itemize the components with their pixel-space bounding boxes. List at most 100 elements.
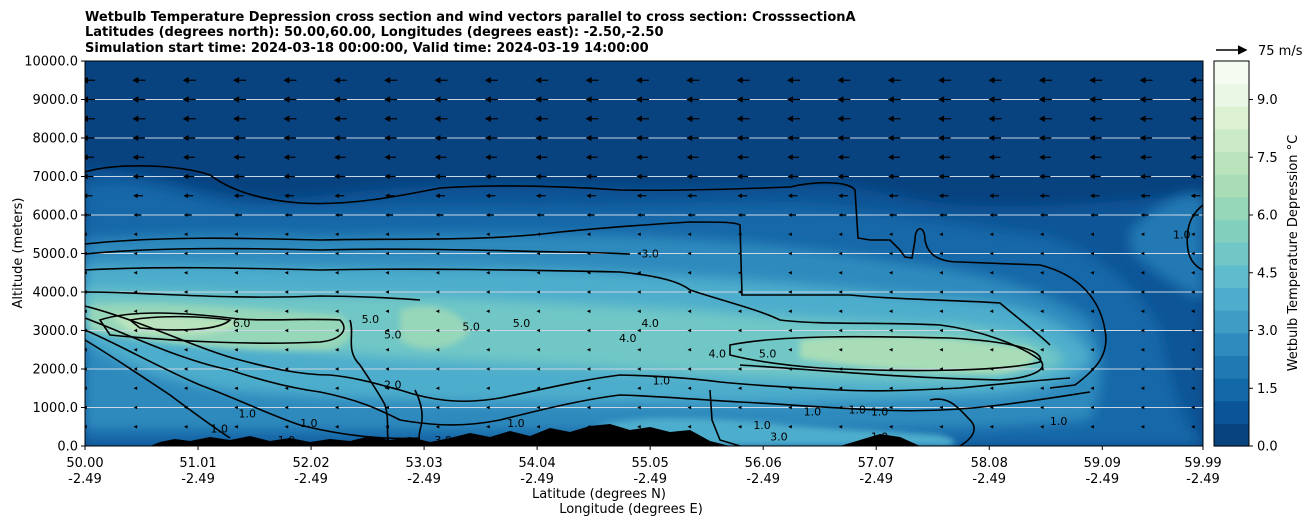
wind-vector [183,347,188,352]
y-tick-label: 2000.0 [33,363,79,378]
wind-vector [335,424,339,429]
wind-vector [838,290,843,294]
wind-vector [435,270,440,275]
wind-vector [687,386,692,391]
wind-vector [586,367,591,371]
wind-vector [586,405,591,410]
wind-vector [384,173,396,180]
fill-band-7 [400,306,470,349]
wind-vector [888,405,893,410]
colorbar-segment [1214,219,1249,243]
wind-vector [333,96,347,103]
wind-vector [837,154,850,161]
wind-vector [1038,96,1052,103]
wind-vector [183,251,188,256]
wind-vector [788,386,792,391]
colorbar-segment [1214,196,1249,221]
wind-vector [1191,347,1195,352]
x-axis-ticks: 50.00-2.4951.01-2.4952.02-2.4953.03-2.49… [66,446,1222,487]
wind-vector [1140,232,1145,237]
wind-vector [939,386,943,391]
wind-vector [1089,154,1102,161]
contour-5-right [729,335,1042,372]
colorbar-segment [1214,400,1249,424]
wind-vector [636,154,648,161]
wind-vector [938,154,951,161]
wind-vector [385,405,389,410]
wind-vector [182,115,196,122]
wind-vector [485,173,497,180]
wind-vector [838,251,843,256]
wind-vector [132,173,144,180]
wind-vector [536,328,541,333]
contour-2-upper [85,247,631,255]
wind-vector [1190,173,1202,180]
wind-vector [1040,270,1044,275]
colorbar-label: Wetbulb Temperature Depression °C [1286,135,1301,372]
wind-vector [989,290,994,294]
wind-vector [1040,232,1044,237]
x-tick-label-lat: 50.00 [66,456,103,471]
wind-vector [989,251,994,256]
wind-vector [1090,309,1095,314]
contour-label: 6.0 [233,317,251,330]
wind-vector [183,213,192,217]
wind-vector [284,367,289,371]
wind-vector [1089,134,1102,142]
contour-1-lower-3 [85,329,421,440]
wind-vector [736,96,750,103]
wind-vector [284,213,293,217]
colorbar-tick-label: 9.0 [1257,93,1278,108]
wind-vector [335,367,339,371]
wind-vector [585,134,599,142]
wind-vector [183,367,188,371]
wind-vector [435,213,444,217]
wind-vector [133,367,138,371]
wind-vector [938,115,952,122]
wind-vector [888,328,893,333]
contour-label: 1.0 [653,375,671,388]
contour-4-lower [85,291,421,301]
wind-vector [234,290,238,294]
wind-vector [284,405,289,410]
wind-vector [939,251,943,256]
wind-vector [484,115,498,122]
wind-vector [385,367,389,371]
wind-vector [133,232,138,237]
wind-vector [435,347,440,352]
wind-vector [384,96,398,103]
wind-vector [183,405,188,410]
wind-vector [888,367,893,371]
wind-vector [486,386,490,391]
wind-vector [1189,77,1203,84]
wind-vector [435,251,440,256]
wind-vector [1039,154,1051,161]
wind-vector [989,347,994,352]
wind-vector [233,96,247,103]
wind-vector [586,347,591,352]
wind-vector [183,386,188,391]
contour-label: 5.0 [513,317,531,330]
wind-vector [737,328,742,333]
wind-vector [182,96,196,103]
wind-vector [938,96,952,103]
wind-vector [887,96,901,103]
wind-vector [1090,367,1095,371]
wind-vector [333,115,347,122]
wind-vector [486,367,490,371]
x-tick-label-lat: 57.07 [858,456,895,471]
wind-vector [434,134,448,142]
wind-vector [636,173,648,180]
wind-vector [536,367,541,371]
colorbar-segment [1214,128,1249,153]
wind-vector [385,270,389,275]
wind-vector [334,173,346,180]
contour-label: 5.0 [759,348,777,361]
colorbar [1213,60,1250,447]
wind-vector [183,270,188,275]
wind-vector [737,347,742,352]
wind-vector [838,232,843,237]
wind-vector [686,134,699,142]
wind-vector [133,405,138,410]
wind-vector [838,386,843,391]
